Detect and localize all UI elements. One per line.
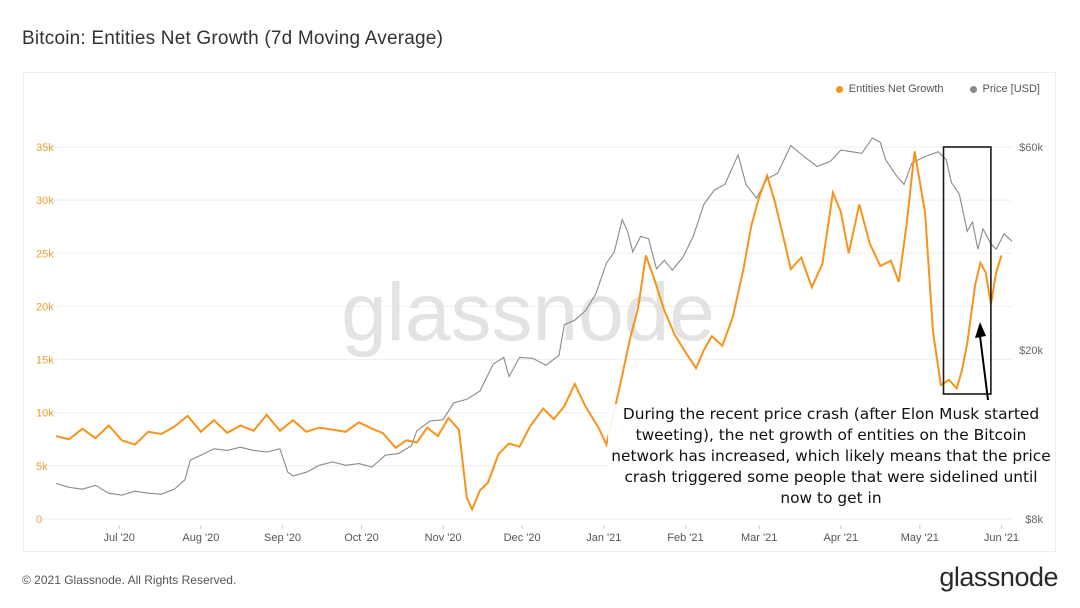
x-tick-label: Apr '21 bbox=[824, 532, 859, 544]
legend-dot-price-icon bbox=[969, 85, 977, 93]
highlight-box bbox=[942, 146, 992, 395]
legend-dot-entities-icon bbox=[835, 85, 843, 93]
y-right-tick-label: $20k bbox=[1019, 345, 1043, 357]
watermark: glassnode bbox=[341, 267, 715, 358]
x-tick-label: Jun '21 bbox=[984, 532, 1019, 544]
y-left-tick-label: 5k bbox=[36, 461, 48, 473]
chart-title: Bitcoin: Entities Net Growth (7d Moving … bbox=[22, 28, 444, 49]
x-tick-label: Feb '21 bbox=[667, 532, 703, 544]
brand-logo: glassnode bbox=[939, 562, 1058, 592]
legend-item-price[interactable]: Price [USD] bbox=[969, 83, 1040, 95]
x-tick-label: Jan '21 bbox=[586, 532, 621, 544]
annotation-text: During the recent price crash (after Elo… bbox=[608, 404, 1054, 509]
y-axis-right: $8k $20k $60k bbox=[1019, 142, 1043, 526]
x-tick-label: Oct '20 bbox=[344, 532, 379, 544]
copyright-text: © 2021 Glassnode. All Rights Reserved. bbox=[22, 573, 237, 587]
chart-panel bbox=[23, 72, 1056, 552]
legend-label-price: Price [USD] bbox=[982, 83, 1040, 95]
y-left-tick-label: 15k bbox=[36, 355, 54, 367]
annotation-arrow bbox=[975, 322, 989, 401]
y-left-tick-label: 10k bbox=[36, 408, 54, 420]
y-left-tick-label: 25k bbox=[36, 248, 54, 260]
x-tick-label: Mar '21 bbox=[741, 532, 777, 544]
x-tick-label: Sep '20 bbox=[264, 532, 301, 544]
x-tick-label: Nov '20 bbox=[425, 532, 462, 544]
legend-label-entities: Entities Net Growth bbox=[848, 83, 944, 95]
y-left-tick-label: 20k bbox=[36, 301, 54, 313]
y-left-tick-label: 35k bbox=[36, 142, 54, 154]
y-axis-left: 0 5k 10k 15k 20k 25k 30k 35k bbox=[36, 142, 54, 526]
y-right-tick-label: $8k bbox=[1025, 514, 1043, 526]
entities-series-line bbox=[55, 151, 1003, 512]
y-left-tick-label: 30k bbox=[36, 195, 54, 207]
x-tick-label: Dec '20 bbox=[504, 532, 541, 544]
price-series-line bbox=[55, 137, 1013, 496]
y-left-tick-label: 0 bbox=[36, 514, 42, 526]
chart-legend: Entities Net Growth Price [USD] bbox=[835, 83, 1040, 95]
x-tick-label: Jul '20 bbox=[103, 532, 134, 544]
legend-item-entities[interactable]: Entities Net Growth bbox=[835, 83, 944, 95]
x-tick-label: May '21 bbox=[901, 532, 939, 544]
y-right-tick-label: $60k bbox=[1019, 142, 1043, 154]
x-tick-label: Aug '20 bbox=[182, 532, 219, 544]
x-axis: Jul '20 Aug '20 Sep '20 Oct '20 Nov '20 Dec '… bbox=[103, 525, 1019, 544]
